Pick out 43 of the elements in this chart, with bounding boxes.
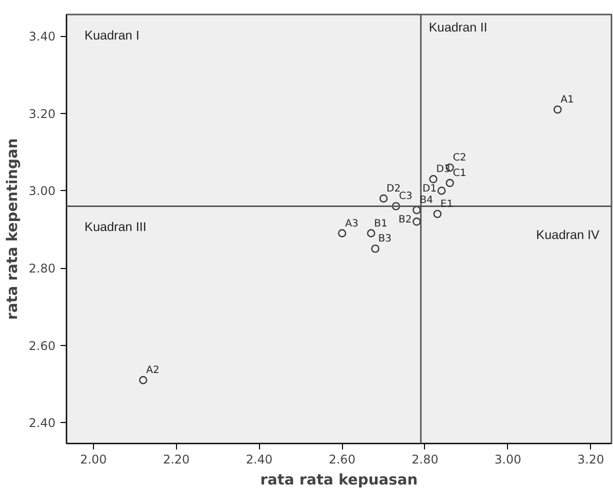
annotation: Kuadran IV bbox=[536, 228, 600, 242]
x-tick-label: 2.80 bbox=[412, 452, 438, 466]
x-tick-label: 2.20 bbox=[162, 452, 190, 466]
y-tick-label: 2.60 bbox=[28, 338, 56, 353]
annotation: Kuadran I bbox=[84, 28, 140, 42]
point bbox=[446, 178, 454, 188]
series-label: A3 bbox=[345, 218, 358, 230]
x-tick-label: 3.00 bbox=[494, 452, 522, 466]
point bbox=[554, 105, 562, 114]
x-tick-label: 3.20 bbox=[577, 452, 604, 466]
point bbox=[433, 210, 442, 218]
series-label: B1 bbox=[374, 218, 388, 230]
x-tick-label: 2.00 bbox=[80, 452, 107, 466]
point bbox=[437, 186, 446, 195]
series-label: D1 bbox=[422, 184, 437, 195]
annotation: Kuadran III bbox=[84, 220, 146, 234]
point bbox=[412, 218, 421, 226]
x-tick-label: 2.60 bbox=[328, 452, 356, 466]
point bbox=[139, 376, 148, 384]
point bbox=[338, 229, 346, 238]
series-label: C1 bbox=[452, 168, 466, 180]
y-tick-label: 3.40 bbox=[28, 30, 56, 44]
series-label: A1 bbox=[560, 94, 574, 106]
y-tick-label: 2.40 bbox=[28, 416, 56, 430]
point bbox=[367, 229, 376, 238]
annotation: Kuadran II bbox=[428, 20, 488, 34]
point bbox=[371, 244, 380, 253]
series-label: A2 bbox=[146, 365, 160, 376]
series-label: C3 bbox=[398, 191, 412, 202]
x-tick-label: 2.40 bbox=[246, 452, 273, 466]
point bbox=[429, 175, 438, 184]
y-tick-label: 3.20 bbox=[28, 106, 56, 121]
x-axis-title: rata rata kepuasan bbox=[260, 472, 418, 488]
point bbox=[379, 194, 388, 203]
point bbox=[392, 202, 400, 210]
y-axis-title: rata rata kepentingan bbox=[4, 138, 21, 320]
series-label: B3 bbox=[378, 234, 392, 245]
y-tick-label: 3.00 bbox=[28, 184, 56, 198]
series-label: C2 bbox=[452, 152, 466, 164]
series-label: D3 bbox=[436, 164, 450, 176]
series-label: B2 bbox=[398, 214, 412, 226]
series-label: D2 bbox=[386, 183, 401, 194]
y-tick-label: 2.80 bbox=[28, 262, 56, 276]
